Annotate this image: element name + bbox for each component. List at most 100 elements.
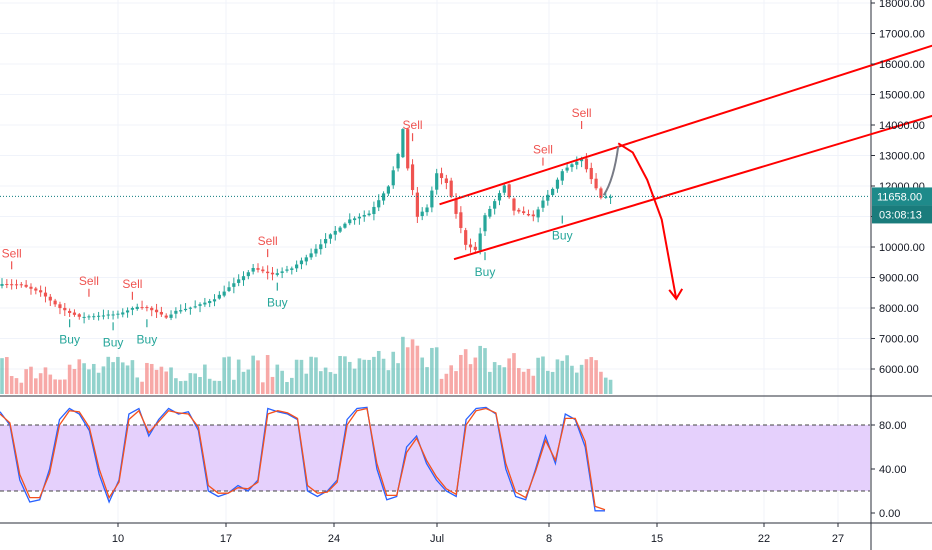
volume-bar xyxy=(584,359,589,394)
volume-bar xyxy=(101,366,106,394)
volume-bar xyxy=(357,358,362,394)
volume-bar xyxy=(24,369,28,394)
volume-bar xyxy=(120,362,125,394)
candle-body xyxy=(468,244,473,248)
buy-sell-signals: Sell Sell Sell Sell Sell Sell Sell Buy Buy Buy Buy… xyxy=(2,106,592,349)
candle-body xyxy=(352,218,357,221)
time-axis[interactable]: 10 17 24 Jul 8 15 22 27 xyxy=(112,523,844,545)
candle-body xyxy=(333,230,337,235)
candle-body xyxy=(19,284,23,286)
volume-bar xyxy=(512,353,516,394)
candle-body xyxy=(111,314,115,316)
candle-body xyxy=(159,311,163,315)
volume-bar xyxy=(444,373,449,394)
time-axis-label: 10 xyxy=(112,533,124,545)
volume-bar xyxy=(77,359,82,394)
volume-bar xyxy=(550,371,555,394)
volume-bar xyxy=(82,363,86,394)
candle-body xyxy=(154,309,159,313)
candle-body xyxy=(314,248,318,254)
volume-bar xyxy=(241,371,246,394)
sell-signal-label: Sell xyxy=(258,234,278,248)
volume-bar xyxy=(222,357,226,394)
volume-bar xyxy=(410,339,415,394)
candle-body xyxy=(555,179,560,189)
volume-bar xyxy=(449,365,453,394)
volume-bar xyxy=(145,362,149,394)
volume-bar xyxy=(154,369,159,394)
candle-body xyxy=(39,290,43,293)
candle-body xyxy=(338,227,342,232)
volume-bar xyxy=(318,371,323,394)
candle-body xyxy=(449,180,453,197)
countdown-tag xyxy=(872,205,932,224)
time-axis-label: 24 xyxy=(328,533,340,545)
volume-bar xyxy=(343,356,347,394)
stochastic-axis-label: 0.00 xyxy=(879,508,900,520)
volume-bar xyxy=(338,355,342,394)
candle-body xyxy=(251,267,255,272)
sell-signal-label: Sell xyxy=(533,143,553,157)
candle-body xyxy=(309,253,313,258)
candle-body xyxy=(227,287,231,291)
volume-bar xyxy=(434,347,439,394)
volume-bar xyxy=(531,375,536,394)
candle-body xyxy=(299,260,304,265)
price-axis-label: 16000.00 xyxy=(879,59,925,71)
candle-body xyxy=(53,300,57,305)
candle-body xyxy=(391,170,395,186)
candle-body xyxy=(72,312,77,315)
candle-body xyxy=(193,306,197,308)
volume-bar xyxy=(468,364,473,394)
projection-grey-path xyxy=(602,146,620,196)
candle-body xyxy=(589,167,593,180)
volume-bar xyxy=(285,382,289,394)
volume-bar xyxy=(251,355,255,394)
volume-bar xyxy=(454,371,458,394)
volume-bar xyxy=(565,355,569,394)
volume-bar xyxy=(9,376,14,394)
candle-body xyxy=(280,271,284,273)
buy-signal-label: Buy xyxy=(475,265,496,279)
candle-body xyxy=(183,308,188,311)
candle-body xyxy=(241,276,246,281)
volume-bar xyxy=(502,367,507,394)
volume-bar xyxy=(579,364,584,394)
candle-body xyxy=(10,284,14,286)
price-axis-label: 6000.00 xyxy=(879,364,919,376)
volume-bar xyxy=(227,356,231,394)
volume-bar xyxy=(594,360,598,394)
candlestick-series[interactable] xyxy=(0,127,613,324)
buy-signal-label: Buy xyxy=(59,332,80,346)
volume-bar xyxy=(261,382,265,394)
volume-bar xyxy=(459,354,463,394)
candle-body xyxy=(135,306,139,309)
volume-bar xyxy=(280,370,284,394)
time-axis-label: 17 xyxy=(220,533,232,545)
candle-body xyxy=(43,292,48,297)
volume-bar xyxy=(67,364,72,394)
candle-body xyxy=(410,164,415,191)
volume-bar xyxy=(492,362,497,394)
candle-body xyxy=(478,233,482,251)
volume-bar xyxy=(275,364,280,394)
candle-body xyxy=(324,238,328,244)
candle-body xyxy=(285,269,289,271)
stochastic-lines xyxy=(0,406,606,512)
candle-body xyxy=(367,213,371,216)
volume-bar xyxy=(135,377,140,394)
candle-body xyxy=(34,288,38,291)
price-axis-label: 7000.00 xyxy=(879,334,919,346)
sell-signal-label: Sell xyxy=(2,246,22,260)
candle-body xyxy=(575,161,579,165)
candle-body xyxy=(174,310,178,314)
candle-body xyxy=(522,211,526,214)
candle-body xyxy=(290,268,294,270)
volume-bar xyxy=(111,362,115,394)
volume-bar xyxy=(193,373,197,394)
trend-drawings[interactable] xyxy=(439,44,932,301)
volume-bar xyxy=(401,336,405,394)
candle-body xyxy=(386,186,390,194)
volume-bar xyxy=(164,371,169,394)
volume-bar xyxy=(174,378,178,394)
